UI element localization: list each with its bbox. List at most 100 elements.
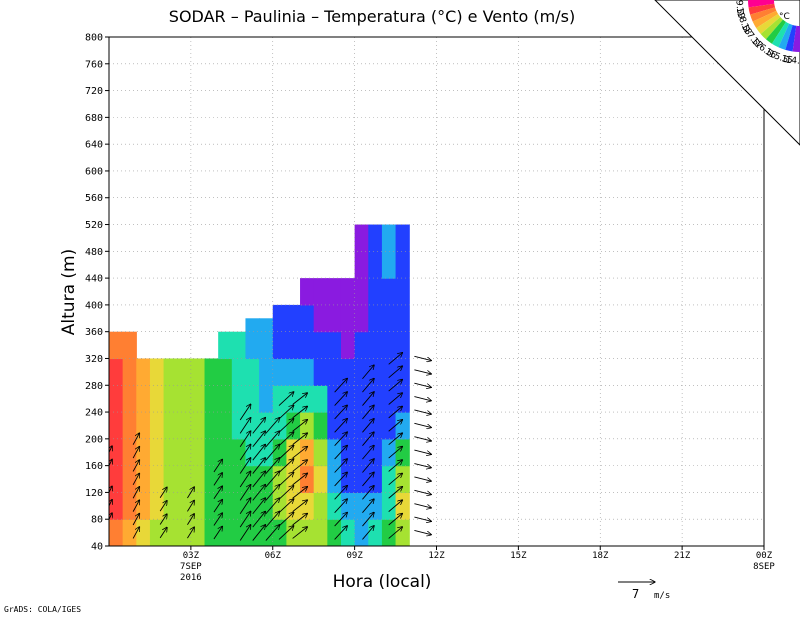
y-tick-label-3: 160 xyxy=(85,461,103,472)
heatmap-cell-20-6 xyxy=(381,358,397,386)
wind-arrow-110 xyxy=(388,420,403,432)
heatmap-cell-21-6 xyxy=(395,358,410,386)
heatmap-cell-11-5 xyxy=(259,385,274,413)
y-tick-label-9: 400 xyxy=(85,300,103,311)
wind-arrow-23 xyxy=(213,499,222,513)
y-tick-label-19: 800 xyxy=(85,33,103,44)
wind-arrow-39 xyxy=(252,498,266,515)
heatmap-cell-3-4 xyxy=(149,412,165,440)
heatmap-cell-18-2 xyxy=(354,465,369,494)
heatmap-cell-21-2 xyxy=(395,465,410,494)
heatmap-cell-19-1 xyxy=(368,492,383,520)
y-tick-label-12: 520 xyxy=(85,220,103,231)
x-tick-label-0: 03Z xyxy=(183,551,200,561)
wind-arrow-59 xyxy=(278,472,294,487)
heatmap-cell-11-4 xyxy=(259,412,274,440)
x-tick-date-0: 7SEP xyxy=(180,562,202,572)
heatmap-cell-17-9 xyxy=(340,278,356,306)
wind-arrow-114 xyxy=(388,366,403,379)
wind-arrow-37 xyxy=(252,525,266,541)
heatmap-cell-16-1 xyxy=(327,492,342,520)
wind-arrow-87 xyxy=(334,392,348,406)
legend-wedge-10 xyxy=(792,25,800,52)
heatmap-cell-1-7 xyxy=(122,331,137,360)
heatmap-cell-0-5 xyxy=(109,385,124,413)
wind-arrow-65 xyxy=(278,392,294,406)
heatmap-cell-4-3 xyxy=(163,438,178,467)
wind-arrow-79 xyxy=(334,499,348,513)
heatmap-cell-14-0 xyxy=(300,519,315,546)
heatmap-cell-14-1 xyxy=(300,492,315,520)
heatmap-cell-15-5 xyxy=(313,385,328,413)
wind-arrow-10 xyxy=(132,460,139,472)
wind-arrow-62 xyxy=(278,432,294,447)
wind-arrow-6 xyxy=(132,513,139,526)
heatmap-cell-7-1 xyxy=(204,492,219,520)
wind-arrow-22 xyxy=(213,513,222,526)
wind-arrow-47 xyxy=(265,511,280,528)
wind-arrow-21 xyxy=(213,526,222,540)
heatmap-cell-16-2 xyxy=(327,465,342,494)
heatmap-cell-0-6 xyxy=(109,358,124,386)
heatmap-cell-5-2 xyxy=(177,465,192,494)
heatmap-cell-1-6 xyxy=(122,358,137,386)
x-tick-label-2: 09Z xyxy=(346,551,363,561)
wind-arrow-119 xyxy=(414,489,431,494)
y-tick-label-14: 600 xyxy=(85,166,103,177)
heatmap-cell-3-3 xyxy=(149,438,165,467)
heatmap-cell-7-0 xyxy=(204,519,219,546)
heatmap-cell-12-2 xyxy=(272,465,287,494)
y-tick-label-4: 200 xyxy=(85,434,103,445)
wind-arrow-9 xyxy=(132,473,139,486)
wind-arrow-38 xyxy=(252,511,266,528)
wind-arrow-1 xyxy=(109,499,112,507)
heatmap-cell-14-8 xyxy=(300,304,315,333)
heatmap-cell-11-8 xyxy=(259,318,274,333)
heatmap-cell-17-8 xyxy=(340,304,356,333)
x-tick-label-6: 21Z xyxy=(674,551,691,561)
y-axis-label: Altura (m) xyxy=(59,249,79,335)
temperature-heatmap xyxy=(109,224,410,546)
heatmap-cell-15-2 xyxy=(313,465,328,494)
legend-wedge-9 xyxy=(785,24,797,52)
heatmap-cell-21-0 xyxy=(395,519,410,546)
heatmap-cell-20-11 xyxy=(381,224,397,252)
heatmap-cell-1-2 xyxy=(122,465,137,494)
wind-arrow-29 xyxy=(239,498,251,514)
heatmap-cell-13-0 xyxy=(286,519,301,546)
heatmap-cell-20-2 xyxy=(381,465,397,494)
heatmap-cell-12-4 xyxy=(272,412,287,440)
heatmap-cell-10-6 xyxy=(245,358,260,386)
heatmap-cell-11-1 xyxy=(259,492,274,520)
wind-arrow-52 xyxy=(265,444,280,461)
wind-arrow-63 xyxy=(278,419,294,433)
heatmap-cell-18-8 xyxy=(354,304,369,333)
wind-arrow-40 xyxy=(252,484,266,501)
heatmap-cell-12-6 xyxy=(272,358,287,386)
heatmap-cell-2-0 xyxy=(136,519,151,546)
legend-wedge-5 xyxy=(760,17,783,40)
heatmap-cell-3-0 xyxy=(149,519,165,546)
wind-arrow-43 xyxy=(252,444,266,461)
heatmap-cell-5-4 xyxy=(177,412,192,440)
heatmap-cell-19-11 xyxy=(368,224,383,252)
heatmap-cell-4-5 xyxy=(163,385,178,413)
heatmap-cell-9-2 xyxy=(231,465,247,494)
heatmap-cell-19-8 xyxy=(368,304,383,333)
heatmap-cell-6-6 xyxy=(190,358,206,386)
wind-arrow-44 xyxy=(252,431,266,448)
x-tick-year-0: 2016 xyxy=(180,573,202,583)
wind-arrow-12 xyxy=(132,433,139,445)
heatmap-cell-13-6 xyxy=(286,358,301,386)
wind-arrow-18 xyxy=(187,514,194,525)
heatmap-cell-10-7 xyxy=(245,331,260,360)
wind-arrow-66 xyxy=(292,527,308,539)
heatmap-cell-3-2 xyxy=(149,465,165,494)
wind-arrow-45 xyxy=(252,418,266,434)
wind-arrow-32 xyxy=(239,458,251,474)
y-tick-label-13: 560 xyxy=(85,193,103,204)
heatmap-cell-17-3 xyxy=(340,438,356,467)
wind-arrow-64 xyxy=(278,405,294,420)
wind-arrow-91 xyxy=(362,499,374,513)
